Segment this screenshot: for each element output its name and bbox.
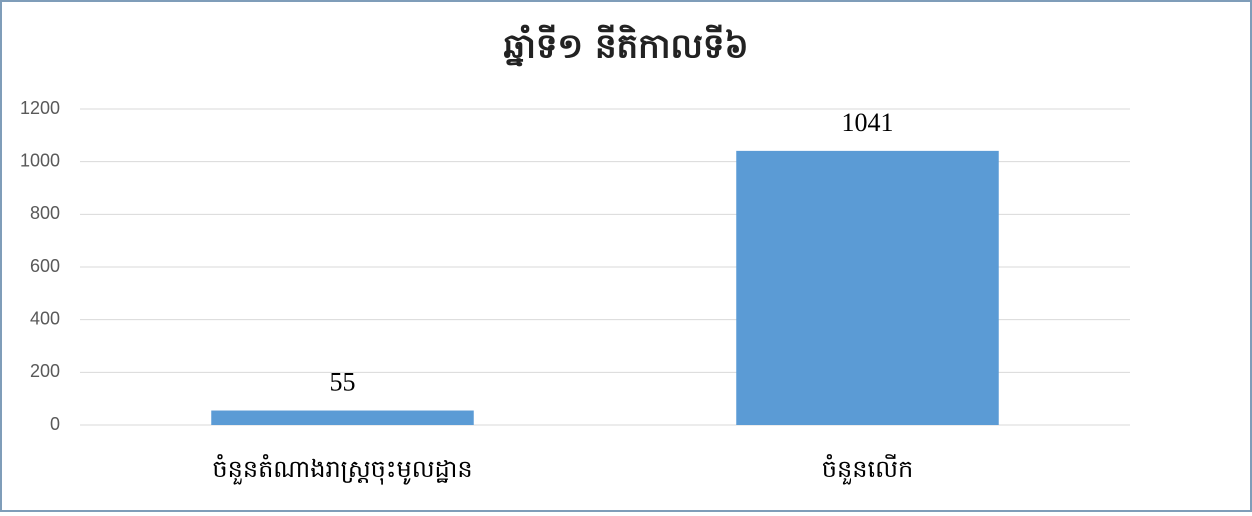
bar bbox=[736, 150, 999, 425]
y-tick-label: 1200 bbox=[20, 98, 60, 118]
x-tick-label: ចំនួនលើក bbox=[822, 454, 913, 485]
chart-title: ឆ្នាំទី១ នីតិកាលទី៦ bbox=[503, 25, 748, 67]
y-tick-label: 400 bbox=[30, 308, 60, 328]
y-tick-label: 800 bbox=[30, 203, 60, 223]
bar bbox=[211, 410, 474, 425]
data-label: 55 bbox=[330, 367, 356, 396]
x-tick-label: ចំនួនតំណាងរាស្ត្រចុះមូលដ្ឋាន bbox=[212, 454, 472, 485]
data-label: 1041 bbox=[842, 108, 894, 137]
y-tick-label: 1000 bbox=[20, 150, 60, 170]
y-tick-label: 600 bbox=[30, 256, 60, 276]
y-tick-label: 200 bbox=[30, 361, 60, 381]
y-tick-label: 0 bbox=[50, 414, 60, 434]
